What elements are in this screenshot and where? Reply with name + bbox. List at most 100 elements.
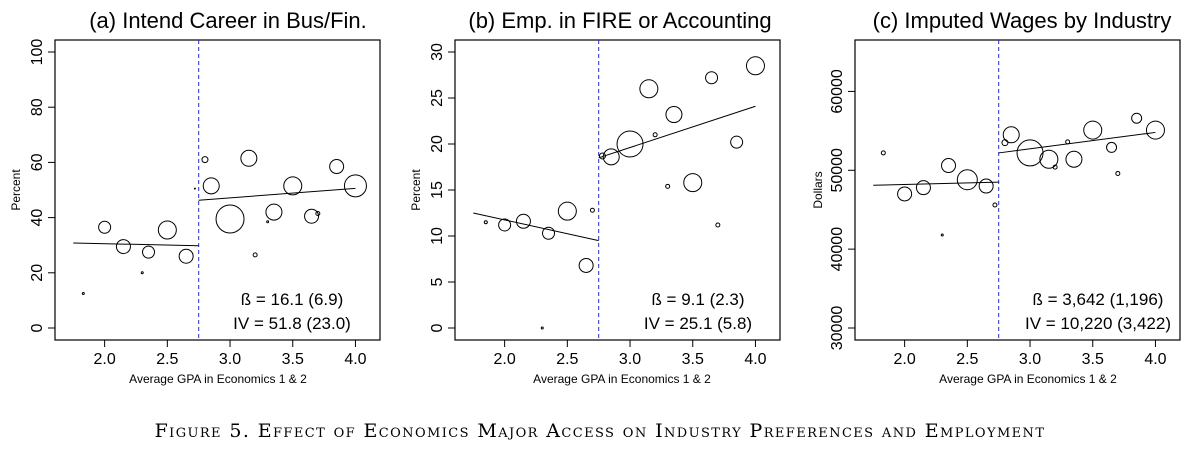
data-point xyxy=(252,252,258,258)
x-tick-label: 3.0 xyxy=(619,351,641,368)
x-tick-label: 2.5 xyxy=(556,351,578,368)
iv-annotation: IV = 51.8 (23.0) xyxy=(233,314,351,333)
x-tick-label: 4.0 xyxy=(1144,351,1166,368)
data-point xyxy=(483,220,488,225)
data-point xyxy=(343,174,367,198)
data-point xyxy=(98,220,112,234)
data-point xyxy=(266,220,270,224)
data-point xyxy=(956,169,978,191)
fit-line xyxy=(998,131,1156,154)
data-point xyxy=(992,202,998,208)
data-point xyxy=(1115,170,1121,176)
data-point xyxy=(283,176,303,196)
data-point xyxy=(329,159,345,175)
iv-annotation: IV = 10,220 (3,422) xyxy=(1025,314,1171,333)
x-axis-label: Average GPA in Economics 1 & 2 xyxy=(939,372,1117,386)
chart-title: (c) Imputed Wages by Industry xyxy=(873,8,1172,33)
data-point xyxy=(540,326,544,330)
y-tick-label: 20 xyxy=(29,264,46,282)
plot-frame xyxy=(854,39,1181,341)
beta-annotation: ß = 16.1 (6.9) xyxy=(241,290,344,309)
chart-panel-3: (c) Imputed Wages by Industry 2.0 2.5 3.0 3.… xyxy=(811,8,1181,386)
data-point xyxy=(515,213,531,229)
data-point xyxy=(683,173,703,193)
data-point xyxy=(1052,164,1058,170)
y-tick-label: 0 xyxy=(29,323,46,332)
y-tick-label: 5 xyxy=(429,277,446,286)
y-tick-label: 60 xyxy=(29,153,46,171)
data-point xyxy=(915,180,931,196)
y-tick-label: 30 xyxy=(429,43,446,61)
x-tick-label: 4.0 xyxy=(744,351,766,368)
iv-annotation: IV = 25.1 (5.8) xyxy=(644,314,752,333)
data-point xyxy=(978,178,994,194)
data-point xyxy=(557,201,577,221)
y-axis-label: Percent xyxy=(409,169,423,211)
beta-annotation: ß = 3,642 (1,196) xyxy=(1033,290,1164,309)
data-point xyxy=(616,130,644,158)
x-tick-label: 2.5 xyxy=(956,351,978,368)
data-point xyxy=(665,106,683,124)
chart-title: (a) Intend Career in Bus/Fin. xyxy=(89,8,367,33)
x-tick-label: 2.0 xyxy=(494,351,516,368)
y-tick-label: 0 xyxy=(429,323,446,332)
fit-line xyxy=(73,242,199,247)
data-point xyxy=(705,71,719,85)
x-tick-label: 3.5 xyxy=(682,351,704,368)
y-tick-label: 15 xyxy=(429,181,446,199)
data-point xyxy=(1065,150,1083,168)
data-point xyxy=(652,132,658,138)
x-tick-label: 2.5 xyxy=(156,351,178,368)
y-tick-label: 20 xyxy=(429,135,446,153)
data-point xyxy=(140,271,144,275)
data-point xyxy=(1016,139,1044,167)
x-tick-label: 3.0 xyxy=(1019,351,1041,368)
data-point xyxy=(542,226,556,240)
data-point xyxy=(201,156,209,164)
x-axis-label: Average GPA in Economics 1 & 2 xyxy=(129,372,307,386)
data-point xyxy=(639,79,659,99)
y-tick-label: 100 xyxy=(29,39,46,66)
data-point xyxy=(157,220,177,240)
y-tick-label: 30000 xyxy=(829,306,846,351)
chart-panel-2: (b) Emp. in FIRE or Accounting 2.0 2.5 3.0 3… xyxy=(409,8,781,386)
data-point xyxy=(498,218,512,232)
beta-annotation: ß = 9.1 (2.3) xyxy=(651,290,744,309)
fit-line xyxy=(473,212,599,242)
data-point xyxy=(940,233,944,237)
y-tick-label: 50000 xyxy=(829,148,846,193)
data-point xyxy=(1145,120,1165,140)
chart-title: (b) Emp. in FIRE or Accounting xyxy=(468,8,771,33)
x-tick-label: 3.5 xyxy=(1082,351,1104,368)
data-point xyxy=(142,245,156,259)
fit-line xyxy=(873,181,999,186)
data-point xyxy=(193,187,196,190)
chart-panel-1: (a) Intend Career in Bus/Fin. 2.0 2.5 3.0 3.… xyxy=(9,8,381,386)
data-point xyxy=(240,149,258,167)
y-tick-label: 40000 xyxy=(829,227,846,272)
y-axis-label: Dollars xyxy=(811,171,825,208)
x-tick-label: 2.0 xyxy=(894,351,916,368)
y-tick-label: 25 xyxy=(429,89,446,107)
data-point xyxy=(315,210,321,216)
y-tick-label: 80 xyxy=(29,98,46,116)
x-tick-label: 3.0 xyxy=(219,351,241,368)
data-point xyxy=(589,207,595,213)
data-point xyxy=(1106,141,1118,153)
data-point xyxy=(1002,126,1020,144)
data-point xyxy=(265,203,283,221)
figure-caption: Figure 5. Effect of Economics Major Acce… xyxy=(154,420,1046,442)
data-point xyxy=(665,183,671,189)
data-point xyxy=(178,248,194,264)
data-point xyxy=(1083,120,1103,140)
x-tick-label: 3.5 xyxy=(282,351,304,368)
data-point xyxy=(715,222,721,228)
x-tick-label: 2.0 xyxy=(94,351,116,368)
data-point xyxy=(897,186,913,202)
data-point xyxy=(730,135,744,149)
y-tick-label: 10 xyxy=(429,227,446,245)
y-axis-label: Percent xyxy=(9,169,23,211)
x-axis-label: Average GPA in Economics 1 & 2 xyxy=(533,372,711,386)
data-point xyxy=(1131,112,1143,124)
